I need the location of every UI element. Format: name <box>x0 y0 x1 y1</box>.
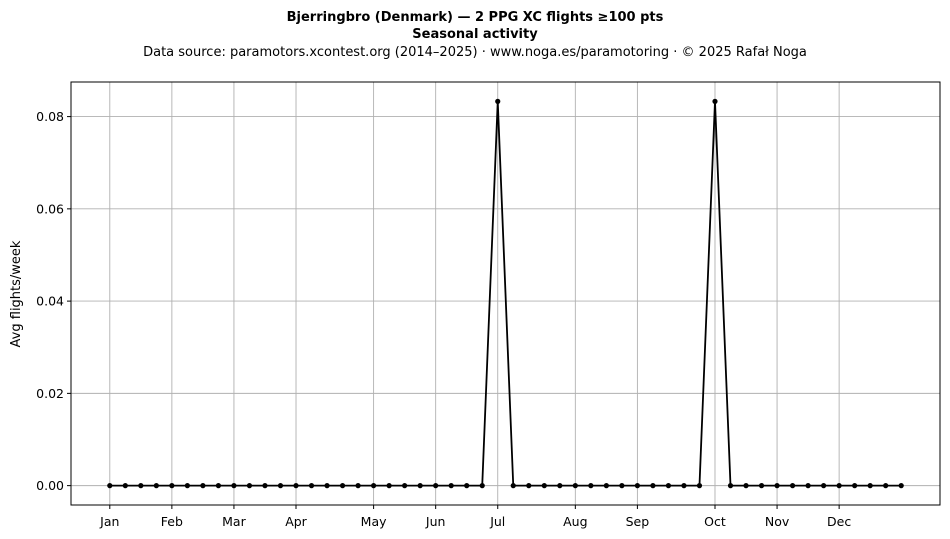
data-point <box>789 483 796 489</box>
chart-source-note: Data source: paramotors.xcontest.org (20… <box>143 45 807 60</box>
data-point <box>355 483 361 489</box>
data-point <box>479 483 485 489</box>
x-tick-label: May <box>361 514 387 529</box>
series-layer <box>107 98 904 489</box>
data-point <box>603 483 609 489</box>
data-point <box>184 483 190 489</box>
data-point <box>339 483 346 489</box>
data-point <box>634 483 641 489</box>
data-point <box>650 483 656 489</box>
x-tick-label: Jun <box>425 514 446 529</box>
data-point <box>572 483 578 489</box>
x-tick-label: Feb <box>161 514 183 529</box>
data-point <box>107 483 113 489</box>
data-point <box>588 483 594 489</box>
data-point <box>138 483 144 489</box>
data-point <box>712 98 718 104</box>
data-point <box>852 483 858 489</box>
data-point <box>681 483 687 489</box>
data-point <box>774 483 780 489</box>
data-point <box>557 483 563 489</box>
x-tick-label: Apr <box>285 514 307 529</box>
data-point <box>200 483 206 489</box>
x-tick-label: Sep <box>626 514 650 529</box>
data-point <box>510 483 516 489</box>
data-point <box>495 98 501 104</box>
plot-area-frame <box>70 81 941 506</box>
data-point <box>867 483 873 489</box>
data-point <box>262 483 268 489</box>
x-tick-label: Jan <box>99 514 119 529</box>
data-point <box>417 483 423 489</box>
data-point <box>448 483 454 489</box>
data-point <box>308 483 315 489</box>
data-point <box>370 483 377 489</box>
x-tick-label: Oct <box>704 514 726 529</box>
series-line <box>109 101 902 487</box>
data-point <box>758 483 765 489</box>
x-tick-label: Mar <box>222 514 246 529</box>
data-point <box>619 483 625 489</box>
data-point <box>153 483 159 489</box>
y-tick-label: 0.06 <box>36 201 64 216</box>
data-point <box>898 483 904 489</box>
x-tick-label: Jul <box>489 514 505 529</box>
data-point <box>665 483 672 489</box>
x-tick-label: Nov <box>765 514 790 529</box>
data-point <box>883 483 889 489</box>
data-point <box>246 483 253 489</box>
data-point <box>402 483 408 489</box>
data-point <box>805 483 811 489</box>
data-point <box>122 483 128 489</box>
data-point <box>169 483 175 489</box>
data-point <box>386 483 392 489</box>
data-point <box>464 483 470 489</box>
data-point <box>324 483 330 489</box>
data-point <box>836 483 842 489</box>
chart-title: Bjerringbro (Denmark) — 2 PPG XC flights… <box>287 10 664 25</box>
y-tick-label: 0.08 <box>36 109 64 124</box>
y-tick-label: 0.02 <box>36 386 64 401</box>
data-point <box>821 483 827 489</box>
axis-ticks: Jan Feb Mar Apr May Jun Jul Aug Sep Oct Nov Dec 0.00… <box>36 109 851 529</box>
data-point <box>277 483 284 489</box>
data-point <box>743 483 749 489</box>
data-point <box>293 483 299 489</box>
x-tick-label: Aug <box>563 514 587 529</box>
y-tick-label: 0.00 <box>36 478 64 493</box>
y-tick-label: 0.04 <box>36 294 64 309</box>
data-point <box>433 483 439 489</box>
data-point <box>231 483 237 489</box>
data-point <box>526 483 532 489</box>
x-tick-label: Dec <box>827 514 851 529</box>
data-point <box>541 483 547 489</box>
data-point <box>215 483 222 489</box>
data-point <box>727 483 734 489</box>
chart-subtitle: Seasonal activity <box>412 27 538 42</box>
y-axis-label: Avg flights/week <box>9 240 24 347</box>
data-point <box>696 483 703 489</box>
